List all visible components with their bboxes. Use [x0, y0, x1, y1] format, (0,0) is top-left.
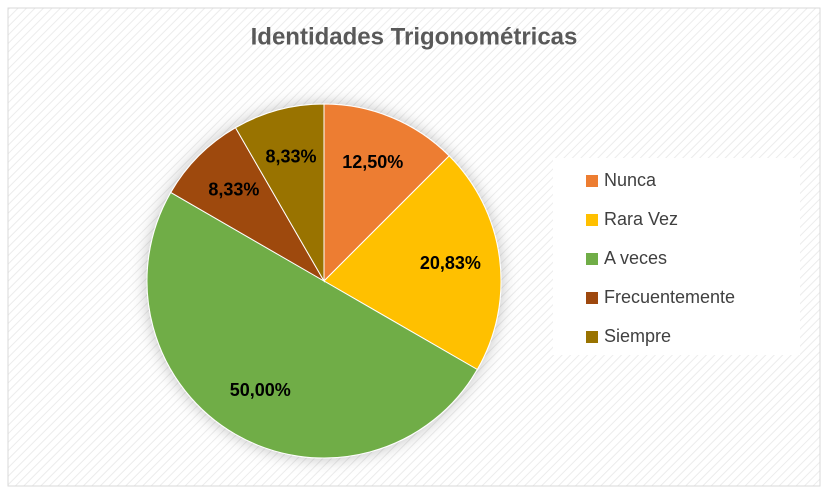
legend-entries: Nunca Rara Vez A veces Frecuentemente Siempr… — [586, 170, 735, 346]
legend-label: Rara Vez — [604, 209, 678, 229]
data-label: 8,33% — [266, 147, 317, 167]
data-labels: 12,50% 20,83% 50,00% 8,33% 8,33% — [208, 147, 480, 400]
pie-slice — [234, 103, 325, 283]
legend-swatch — [586, 214, 598, 226]
data-label: 12,50% — [342, 152, 403, 172]
legend-label: A veces — [604, 248, 667, 268]
pie-slice — [323, 155, 502, 371]
legend-swatch — [586, 292, 598, 304]
legend-label: Siempre — [604, 326, 671, 346]
legend-label: Frecuentemente — [604, 287, 735, 307]
data-label: 50,00% — [230, 380, 291, 400]
legend-swatch — [586, 331, 598, 343]
pie — [146, 103, 502, 459]
data-label: 20,83% — [420, 253, 481, 273]
pie-slice — [170, 127, 326, 283]
data-label: 8,33% — [208, 180, 259, 200]
legend-label: Nunca — [604, 170, 657, 190]
legend-swatch — [586, 253, 598, 265]
legend-swatch — [586, 175, 598, 187]
pie-slice — [323, 103, 450, 283]
pie-slice — [146, 191, 478, 459]
chart-title: Identidades Trigonométricas — [251, 23, 578, 50]
